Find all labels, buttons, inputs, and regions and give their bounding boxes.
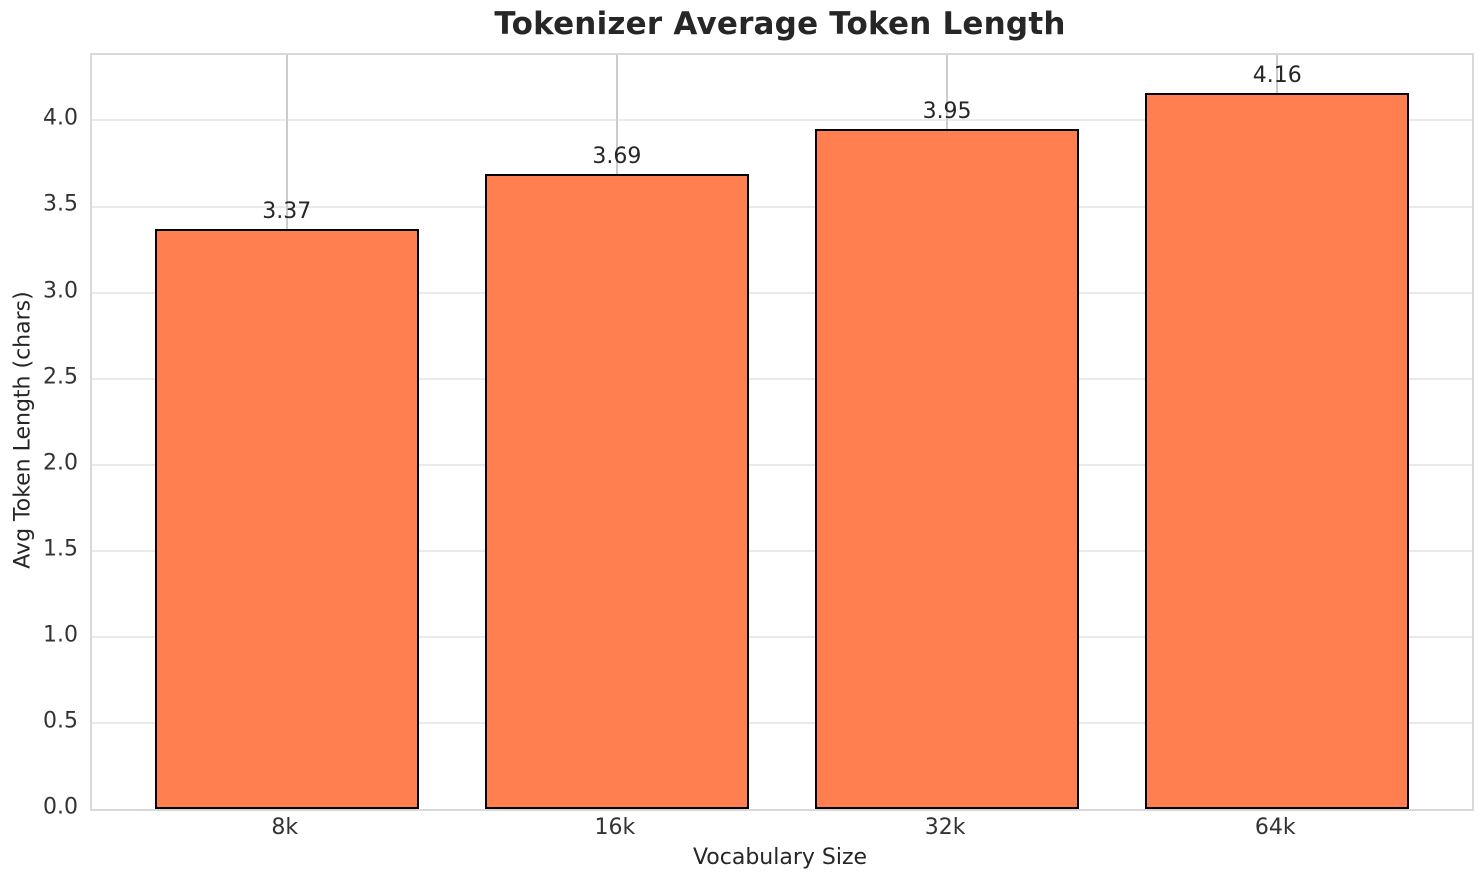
bar-value-label: 3.95: [922, 99, 972, 125]
y-tick-label: 0.5: [43, 708, 78, 734]
gridline-horizontal: [92, 119, 1472, 122]
gridline-horizontal: [92, 721, 1472, 724]
x-axis-label: Vocabulary Size: [692, 845, 868, 870]
gridline-horizontal: [92, 205, 1472, 208]
x-axis-ticks: 8k 16k 32k 64k: [90, 815, 1470, 843]
bar-16k: [484, 173, 749, 809]
bar-32k: [815, 129, 1080, 809]
x-tick-label: 64k: [1254, 815, 1296, 840]
y-tick-label: 2.0: [43, 450, 78, 476]
gridline-horizontal: [92, 463, 1472, 466]
chart-title: Tokenizer Average Token Length: [494, 6, 1066, 42]
y-tick-label: 3.5: [43, 191, 78, 217]
gridline-horizontal: [92, 549, 1472, 552]
y-tick-label: 3.0: [43, 278, 78, 304]
y-axis-ticks: 0.0 0.5 1.0 1.5 2.0 2.5 3.0 3.5 4.0: [0, 53, 78, 820]
y-tick-label: 1.0: [43, 622, 78, 648]
gridline-horizontal: [92, 635, 1472, 638]
gridline-horizontal: [92, 377, 1472, 380]
x-tick-label: 32k: [924, 815, 966, 840]
bar-value-label: 3.69: [592, 143, 642, 169]
bar-value-label: 4.16: [1252, 62, 1302, 88]
y-tick-label: 4.0: [43, 105, 78, 131]
bar-64k: [1145, 92, 1410, 809]
bar-value-label: 3.37: [262, 198, 312, 224]
gridline-horizontal: [92, 291, 1472, 294]
y-tick-label: 1.5: [43, 536, 78, 562]
y-tick-label: 0.0: [43, 794, 78, 820]
x-tick-label: 16k: [594, 815, 636, 840]
bar-8k: [154, 228, 419, 809]
y-tick-label: 2.5: [43, 364, 78, 390]
plot-area: 3.37 3.69 3.95 4.16: [90, 53, 1474, 811]
x-tick-label: 8k: [271, 815, 299, 840]
